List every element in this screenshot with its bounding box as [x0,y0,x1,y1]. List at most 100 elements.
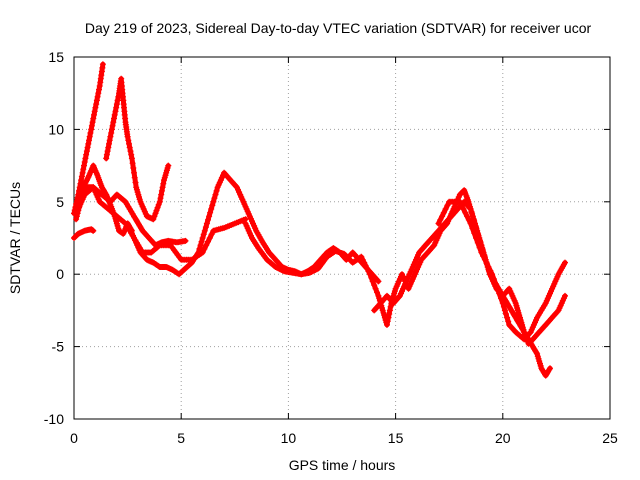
plus-marker [498,295,504,302]
plus-marker [205,238,211,245]
plus-marker [504,314,511,321]
x-tick-label: 10 [281,430,297,446]
plus-marker [554,308,561,315]
series-trace [436,199,568,342]
plus-marker [106,140,112,147]
plus-marker [232,183,239,190]
plus-marker [444,202,451,209]
plus-marker [198,238,205,245]
plus-marker [78,173,85,180]
series-10 [435,198,568,343]
plus-marker [372,285,379,292]
plus-marker [91,111,97,118]
plus-marker [469,213,476,220]
plus-marker [88,122,95,129]
plus-marker [467,206,474,212]
plus-marker [203,242,210,249]
plus-marker [111,111,118,118]
plus-marker [157,195,164,202]
plus-marker [156,198,163,205]
plus-marker [476,244,483,251]
plus-marker [78,177,85,184]
y-tick-label: -5 [52,339,65,355]
plus-marker [489,271,496,278]
plus-marker [131,169,137,176]
plus-marker [106,137,113,144]
plus-marker [93,97,100,104]
plus-marker [526,330,533,337]
plus-marker [366,271,373,278]
plus-marker [113,101,120,108]
plus-marker [79,169,86,176]
plus-marker [132,179,139,186]
plus-marker [80,166,87,173]
y-tick-label: 15 [48,49,64,65]
plus-marker [494,285,501,292]
x-tick-label: 15 [388,430,404,446]
plus-marker [547,365,553,372]
y-axis-label: SDTVAR / TECUs [7,182,23,294]
plus-marker [490,276,497,282]
plus-marker [165,162,172,169]
plus-marker [158,187,165,194]
plus-marker [153,207,160,214]
plus-marker [207,209,214,216]
plus-marker [368,274,375,281]
plus-marker [95,90,102,97]
plus-marker [466,204,473,211]
y-tick-label: 0 [56,266,64,282]
plus-marker [89,119,96,126]
plus-marker [483,260,490,267]
plus-marker [88,126,95,133]
plus-marker [99,61,106,68]
plus-marker [197,242,204,249]
series-8 [242,187,553,379]
plus-marker [505,318,512,325]
x-axis-label: GPS time / hours [289,457,396,473]
plus-marker [465,216,472,223]
plus-marker [128,151,135,158]
plus-marker [108,126,115,133]
plus-marker [84,144,91,151]
plus-marker [464,213,471,220]
axis-ticks [73,56,611,420]
plus-marker [155,201,162,208]
plus-marker [126,144,133,151]
plus-marker [496,290,503,297]
plus-marker [485,264,492,270]
plus-marker [435,220,442,227]
plus-marker [460,206,467,212]
plus-marker [395,294,402,301]
plus-marker [386,307,393,314]
plus-marker [213,187,220,194]
plus-marker [462,209,469,216]
plus-marker [209,202,216,209]
data-series-layer [71,61,568,379]
plus-marker [92,104,99,111]
plus-marker [113,104,120,111]
plus-marker [195,249,202,256]
plus-marker [73,216,80,223]
plus-marker [492,280,499,287]
plus-marker [73,213,80,220]
plus-marker [375,278,382,285]
plus-marker [90,115,97,122]
plus-marker [385,314,392,321]
plus-marker [500,303,507,310]
plus-marker [124,133,131,140]
plus-marker [439,213,446,220]
plot-area-frame [73,56,611,420]
y-tick-label: 5 [56,194,64,210]
plus-marker [384,321,390,328]
plus-marker [481,256,488,263]
plus-marker [546,366,553,373]
x-tick-label: 0 [70,430,78,446]
y-axis-tick-labels: -10 -5 0 5 10 15 [44,49,64,427]
series-6 [75,184,189,249]
plus-marker [387,303,394,310]
plus-marker [440,209,447,216]
plus-marker [196,245,203,252]
plus-marker [81,159,88,165]
series-markers [242,187,553,379]
plus-marker [369,278,376,285]
